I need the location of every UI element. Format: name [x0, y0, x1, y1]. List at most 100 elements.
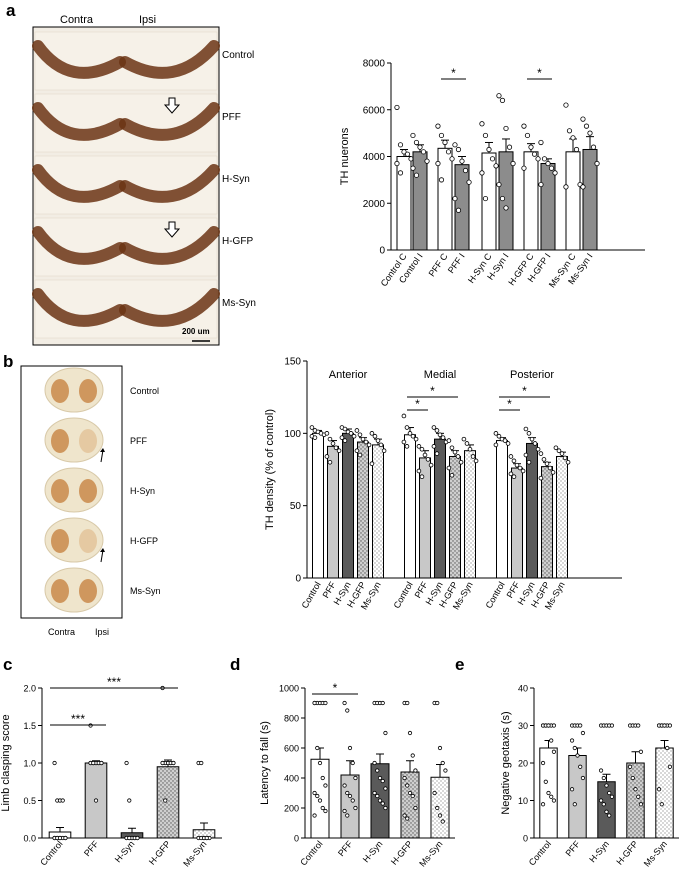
bar: [454, 164, 470, 251]
y-tick-label: 0: [295, 574, 301, 585]
data-point: [535, 156, 541, 162]
significance-label: ***: [71, 712, 85, 726]
data-point: [437, 813, 443, 818]
section-row-label: Control: [130, 386, 159, 396]
data-point: [449, 445, 455, 451]
data-point: [499, 195, 506, 202]
data-point: [598, 798, 604, 803]
data-point: [551, 749, 557, 754]
data-point: [572, 745, 577, 751]
bar: [430, 776, 450, 839]
x-tick-label: Ms-Syn: [642, 839, 669, 869]
data-point: [445, 149, 452, 155]
group-label: Medial: [424, 369, 456, 381]
data-point: [442, 139, 448, 146]
scale-bar-label: 200 um: [182, 327, 210, 336]
data-point: [350, 760, 355, 766]
data-point: [381, 448, 387, 453]
tissue-left: [32, 226, 126, 265]
significance-label: ***: [107, 675, 121, 689]
group-label: Anterior: [329, 369, 368, 381]
data-point: [548, 165, 555, 171]
data-point: [565, 459, 571, 465]
data-point: [437, 745, 443, 751]
bar: [312, 432, 324, 579]
tissue-left: [32, 288, 126, 327]
data-point: [320, 805, 325, 811]
data-point: [508, 454, 514, 459]
data-point: [360, 436, 366, 442]
micrograph-row-label: H-GFP: [222, 236, 253, 247]
significance-label: *: [451, 66, 456, 80]
data-point: [339, 435, 345, 440]
data-point: [511, 474, 517, 480]
x-tick-label: PFF: [82, 838, 101, 858]
data-point: [552, 170, 558, 176]
data-point: [556, 448, 562, 453]
data-point: [578, 723, 583, 728]
data-point: [397, 142, 404, 148]
bar: [464, 450, 476, 579]
y-tick-label: 0: [379, 246, 385, 257]
data-point: [503, 125, 509, 132]
y-tick-label: 150: [284, 357, 301, 368]
data-point: [541, 457, 547, 462]
data-point: [526, 431, 532, 436]
data-point: [127, 798, 132, 803]
data-point: [410, 433, 416, 439]
data-point: [312, 813, 317, 818]
data-point: [431, 425, 437, 430]
stain-right: [79, 479, 97, 503]
y-tick-label: 20: [518, 759, 528, 769]
data-point: [473, 458, 479, 464]
bar: [556, 455, 568, 579]
data-point: [357, 452, 363, 458]
data-point: [416, 444, 422, 449]
y-tick-label: 1.5: [23, 721, 36, 731]
data-point: [323, 783, 328, 788]
y-axis-label: Limb clasping score: [0, 714, 12, 811]
data-point: [572, 802, 577, 807]
data-point: [667, 764, 673, 769]
data-point: [347, 745, 353, 751]
data-point: [470, 454, 476, 459]
arrow-head-icon: [100, 548, 105, 552]
data-point: [163, 798, 168, 803]
y-tick-label: 600: [284, 744, 299, 754]
panel-c-letter: c: [3, 655, 12, 674]
data-point: [324, 454, 330, 459]
data-point: [547, 465, 553, 471]
data-point: [523, 426, 529, 432]
y-tick-label: 2000: [363, 199, 386, 210]
y-tick-label: 1000: [279, 684, 299, 694]
data-point: [345, 708, 350, 713]
data-point: [404, 151, 411, 157]
bar: [626, 762, 645, 839]
y-tick-label: 8000: [363, 59, 386, 70]
data-point: [467, 446, 473, 452]
data-point: [489, 156, 496, 162]
y-tick-label: 400: [284, 774, 299, 784]
section-row-label: H-GFP: [130, 536, 158, 546]
data-point: [410, 165, 416, 171]
data-point: [638, 749, 644, 754]
x-tick-label: Ms-Syn: [417, 839, 444, 869]
data-point: [413, 139, 420, 146]
data-point: [538, 139, 544, 146]
x-tick-label: H-GFP: [389, 839, 415, 867]
x-tick-label: Ms-Syn: [181, 839, 208, 869]
data-point: [528, 144, 534, 150]
data-point: [523, 452, 529, 458]
data-point: [383, 805, 388, 811]
x-tick-label: PFF I: [446, 251, 467, 275]
data-point: [327, 436, 333, 442]
tissue-right: [119, 102, 220, 141]
data-point: [91, 760, 96, 766]
data-point: [575, 753, 580, 758]
data-point: [317, 798, 323, 803]
data-point: [443, 768, 448, 773]
data-point: [372, 760, 377, 766]
x-tick-label: H-Syn: [587, 839, 611, 865]
data-point: [521, 165, 527, 171]
